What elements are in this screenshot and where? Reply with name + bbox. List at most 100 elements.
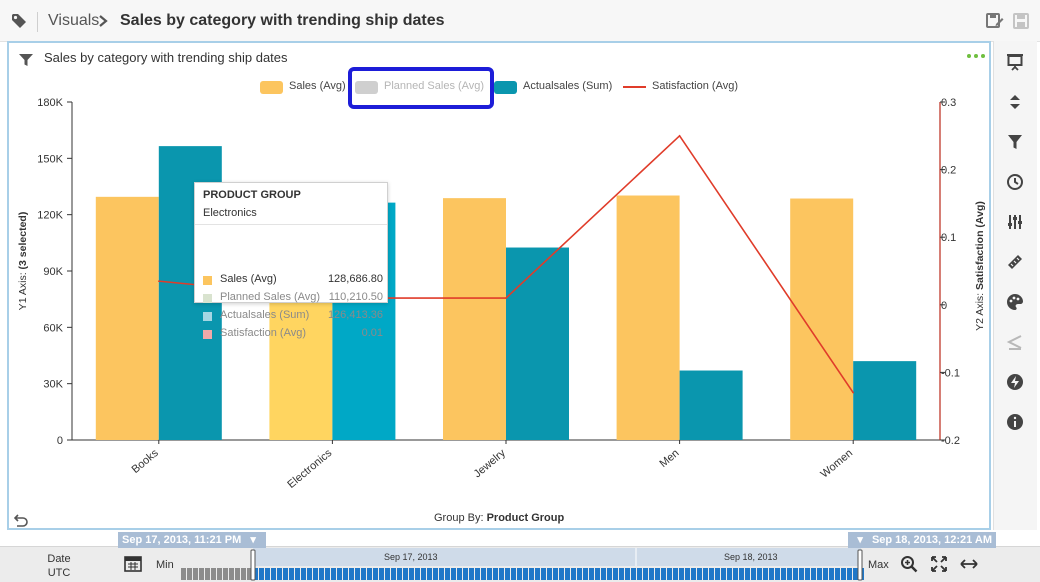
timeline-bar-mark (475, 568, 480, 580)
tag-icon (12, 14, 26, 28)
y2-tick-label: -0.1 (941, 367, 960, 379)
tooltip-row-label: Satisfaction (Avg) (220, 327, 307, 339)
timeline-tick-label: Sep 18, 2013 (724, 552, 778, 562)
tooltip-swatch (203, 312, 212, 321)
timezone-label: UTC (47, 567, 71, 579)
palette-icon[interactable] (1006, 293, 1024, 311)
timeline-bar-mark (325, 568, 330, 580)
y1-axis-title: Y1 Axis: (3 selected) (17, 212, 29, 311)
timeline-end-tag[interactable]: ▾ Sep 18, 2013, 12:21 AM (848, 532, 996, 548)
y1-tick-label: 60K (43, 322, 63, 334)
filter-icon[interactable] (1006, 133, 1024, 151)
tooltip-row-label: Planned Sales (Avg) (220, 291, 321, 303)
timeline-bar-mark (679, 568, 684, 580)
timeline-bar-mark (655, 568, 660, 580)
tooltip-group: Electronics (203, 207, 257, 219)
timeline-bar-mark (319, 568, 324, 580)
save-as-icon[interactable] (986, 12, 1004, 30)
timeline-bar-mark (349, 568, 354, 580)
group-by-label[interactable]: Group By: Product Group (434, 512, 564, 524)
timeline-bar-mark (649, 568, 654, 580)
y1-tick-label: 30K (43, 379, 63, 391)
satisfaction-point (505, 297, 507, 299)
timeline-bar-mark (829, 568, 834, 580)
timeline-bar-mark (367, 568, 372, 580)
timeline-bar-mark (391, 568, 396, 580)
save-icon[interactable] (1012, 12, 1030, 30)
timeline-min-button[interactable]: Min (156, 559, 174, 571)
timeline-bar-mark (211, 568, 216, 580)
sort-icon[interactable] (1006, 93, 1024, 111)
y1-tick-label: 150K (37, 153, 63, 165)
timeline-bar-mark (625, 568, 630, 580)
timeline-bar-mark (745, 568, 750, 580)
timeline-bar-mark (697, 568, 702, 580)
bar-sales (443, 198, 506, 440)
timeline-bar-mark (445, 568, 450, 580)
presentation-icon[interactable] (1006, 53, 1024, 71)
timeline-bar-mark (343, 568, 348, 580)
timeline-bar-mark (283, 568, 288, 580)
timeline-bar-mark (427, 568, 432, 580)
timeline-bar-mark (415, 568, 420, 580)
y1-tick-label: 0 (57, 435, 63, 447)
breadcrumb-visuals[interactable]: Visuals (48, 12, 100, 29)
compare-icon[interactable] (1006, 333, 1024, 351)
bar-actualsales (506, 247, 569, 440)
timeline-bar-mark (799, 568, 804, 580)
timeline-bar-mark (517, 568, 522, 580)
tooltip-row: Planned Sales (Avg) 110,210.50 (203, 291, 383, 307)
timeline-bar-mark (847, 568, 852, 580)
timeline-bar-mark (295, 568, 300, 580)
legend-item-sales[interactable]: Sales (Avg) (260, 78, 350, 98)
info-icon[interactable] (1006, 413, 1024, 431)
tooltip-swatch (203, 294, 212, 303)
fit-to-screen-icon[interactable] (930, 555, 948, 573)
timeline-bar-mark (601, 568, 606, 580)
horizontal-expand-icon[interactable] (960, 555, 978, 573)
timeline-bar-mark (511, 568, 516, 580)
timeline-bar-mark (457, 568, 462, 580)
adjust-icon[interactable] (1006, 213, 1024, 231)
calendar-icon[interactable] (123, 554, 143, 572)
tooltip-swatch (203, 330, 212, 339)
timeline-bar-mark (385, 568, 390, 580)
timeline-bar-mark (451, 568, 456, 580)
ruler-icon[interactable] (1006, 253, 1024, 271)
legend-item-satisfaction[interactable]: Satisfaction (Avg) (623, 78, 753, 98)
zoom-in-icon[interactable] (900, 555, 918, 573)
lightning-icon[interactable] (1006, 373, 1024, 391)
legend-swatch (494, 81, 517, 94)
legend-item-actualsales[interactable]: Actualsales (Sum) (494, 78, 619, 98)
more-options-icon[interactable] (966, 51, 986, 61)
timeline-bar-mark (571, 568, 576, 580)
date-label: Date (47, 553, 71, 565)
y1-tick-label: 120K (37, 210, 63, 222)
timeline-bar-mark (259, 568, 264, 580)
timeline-bar-mark (823, 568, 828, 580)
chevron-down-icon: ▾ (250, 534, 256, 546)
timeline-bar-mark (769, 568, 774, 580)
timeline-bar-mark (853, 568, 858, 580)
filter-icon[interactable] (19, 54, 33, 67)
tooltip-row-label: Sales (Avg) (220, 273, 277, 285)
legend-label: Sales (Avg) (289, 80, 346, 92)
tooltip-row-value: 110,210.50 (328, 291, 383, 303)
timeline-bar-mark (643, 568, 648, 580)
timeline-bar-mark (607, 568, 612, 580)
group-by-value: Product Group (486, 512, 565, 524)
clock-icon[interactable] (1006, 173, 1024, 191)
timeline-bar-mark (505, 568, 510, 580)
undo-icon[interactable] (14, 513, 28, 527)
timeline-bar-mark (841, 568, 846, 580)
top-header: Visuals Sales by category with trending … (0, 0, 1040, 42)
timeline-bar-mark (589, 568, 594, 580)
timeline-max-button[interactable]: Max (868, 559, 889, 571)
legend-item-planned-sales[interactable]: Planned Sales (Avg) (355, 78, 485, 98)
satisfaction-point (678, 135, 681, 137)
timeline-start-tag[interactable]: Sep 17, 2013, 11:21 PM ▾ (118, 532, 266, 548)
timeline-bar-mark (313, 568, 318, 580)
timeline-end-text: Sep 18, 2013, 12:21 AM (871, 534, 992, 546)
